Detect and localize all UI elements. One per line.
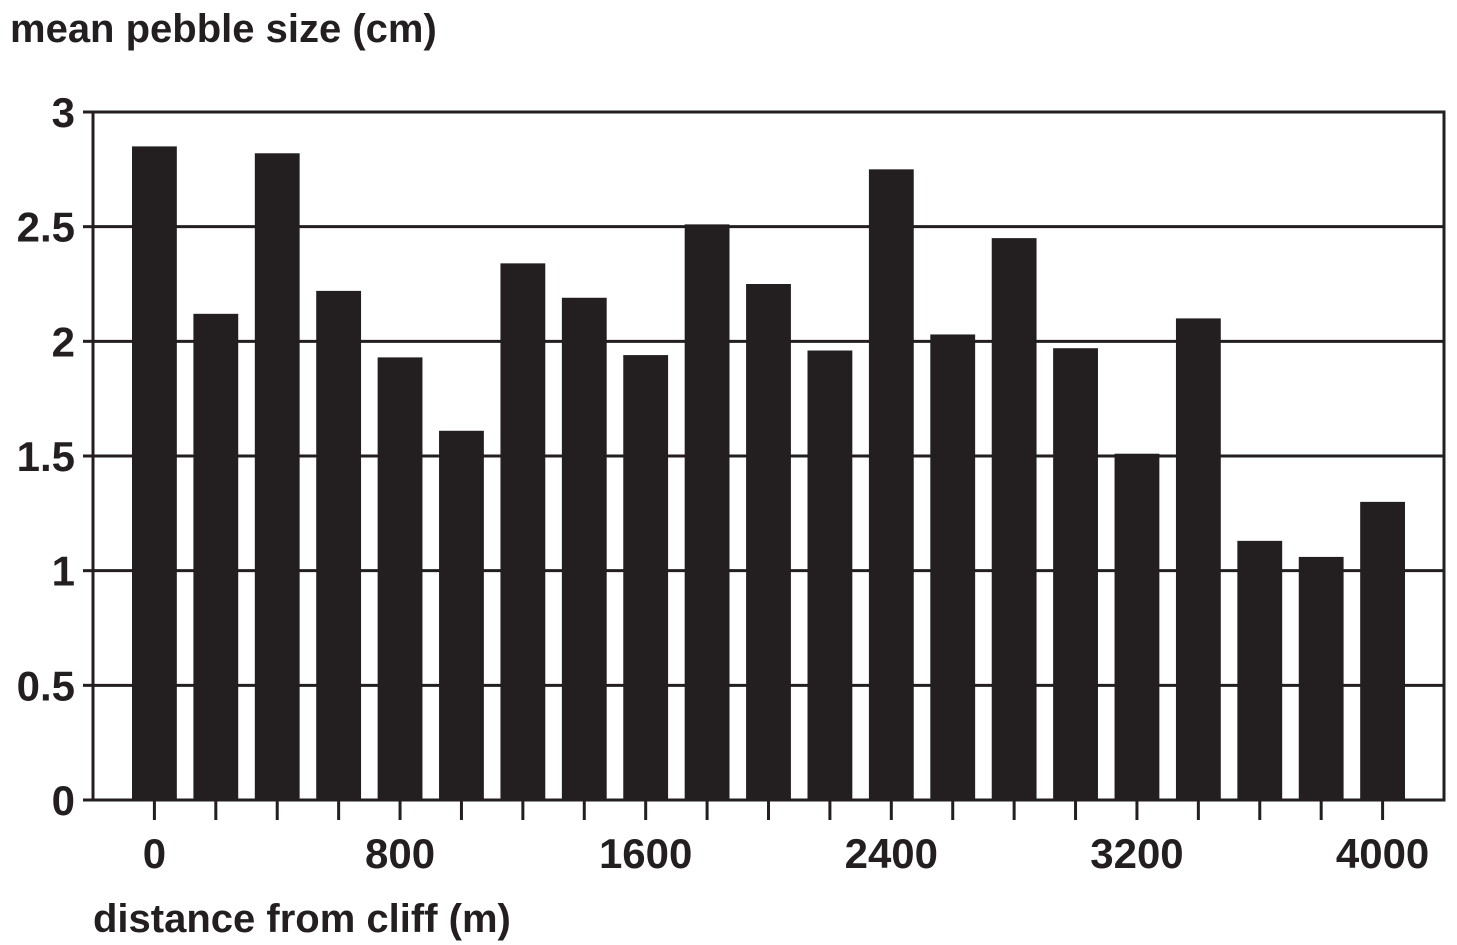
bar-19 (1298, 556, 1344, 800)
bar-8 (623, 355, 669, 800)
bar-20 (1360, 501, 1406, 800)
x-tick-label-1: 800 (365, 830, 435, 877)
bars (131, 146, 1406, 801)
bar-3 (316, 290, 362, 800)
y-tick-label-3: 1.5 (17, 433, 75, 480)
bar-11 (807, 350, 853, 800)
y-tick-label-5: 2.5 (17, 204, 75, 251)
bar-12 (868, 169, 914, 801)
y-tick-labels: 0 0.5 1 1.5 2 2.5 3 (17, 89, 75, 824)
x-tick-label-2: 1600 (599, 830, 692, 877)
x-tick-label-4: 3200 (1090, 830, 1183, 877)
x-tick-label-0: 0 (143, 830, 166, 877)
y-tick-label-0: 0 (52, 777, 75, 824)
bar-16 (1114, 453, 1160, 800)
bar-2 (254, 153, 300, 800)
y-tick-label-2: 1 (52, 548, 75, 595)
bar-4 (377, 357, 423, 800)
bar-1 (193, 313, 239, 800)
bar-18 (1237, 540, 1283, 800)
bar-10 (746, 284, 791, 800)
x-tick-label-3: 2400 (845, 830, 938, 877)
x-axis-title: distance from cliff (m) (93, 897, 511, 941)
bar-5 (439, 430, 484, 800)
y-tick-label-6: 3 (52, 89, 75, 136)
bar-7 (561, 297, 607, 800)
plot-frame (91, 110, 1446, 802)
axes (83, 110, 1446, 820)
bar-6 (500, 263, 546, 800)
bar-15 (1053, 348, 1098, 800)
y-axis-title: mean pebble size (cm) (10, 7, 437, 51)
bar-13 (930, 334, 976, 800)
x-tick-labels: 0 800 1600 2400 3200 4000 (143, 830, 1430, 877)
y-tick-label-4: 2 (52, 318, 75, 365)
bar-0 (131, 146, 177, 800)
bar-9 (684, 224, 730, 800)
y-tick-label-1: 0.5 (17, 662, 75, 709)
bar-14 (991, 238, 1037, 801)
x-tick-label-5: 4000 (1336, 830, 1429, 877)
bar-17 (1175, 318, 1221, 800)
